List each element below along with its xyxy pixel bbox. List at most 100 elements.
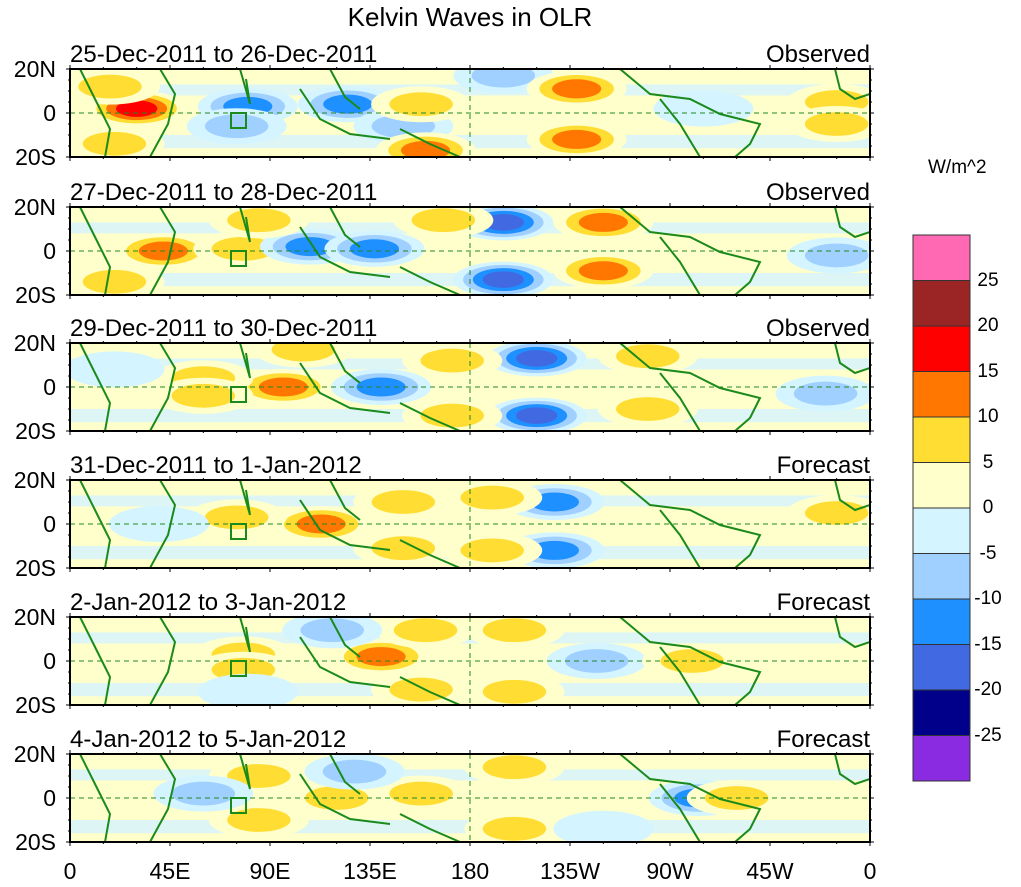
anomaly-contour: [204, 505, 269, 530]
panel-period-label: 27-Dec-2011 to 28-Dec-2011: [70, 179, 378, 206]
y-tick-label: 0: [43, 238, 56, 264]
anomaly-contour: [296, 514, 346, 534]
coastline: [399, 266, 461, 295]
coastline: [619, 754, 762, 842]
colorbar-tick-label: -15: [974, 633, 1002, 655]
y-tick-label: 20N: [13, 56, 56, 82]
anomaly-contour: [804, 501, 869, 525]
coastline: [619, 69, 762, 157]
coastline: [329, 617, 361, 658]
x-tick-label: 45E: [149, 858, 191, 884]
y-tick-label: 20S: [15, 418, 56, 444]
coastline: [659, 98, 701, 157]
y-tick-label: 0: [43, 100, 56, 126]
map-panel: [66, 476, 874, 572]
y-tick-label: 20N: [13, 194, 56, 220]
x-tick-label: 0: [863, 858, 877, 884]
x-tick-label: 90E: [249, 858, 291, 884]
anomaly-contour: [616, 344, 680, 369]
anomaly-contour: [578, 261, 628, 281]
anomaly-contour: [804, 112, 869, 136]
region-box: [230, 660, 247, 677]
coastline: [659, 372, 701, 431]
coastline: [329, 69, 361, 110]
coastline: [239, 480, 251, 516]
colorbar-tick-label: 5: [982, 451, 994, 473]
colorbar-segment: [912, 735, 971, 782]
coastline: [834, 754, 870, 786]
region-box: [230, 112, 247, 129]
panel-period-label: 31-Dec-2011 to 1-Jan-2012: [70, 452, 362, 479]
anomaly-contour: [227, 764, 291, 788]
y-tick-label: 20S: [15, 692, 56, 718]
anomaly-contour: [552, 129, 602, 149]
colorbar-segment: [912, 371, 971, 418]
x-tick-label: 45W: [746, 858, 794, 884]
colorbar-tick-label: -20: [974, 679, 1002, 700]
anomaly-contour: [471, 69, 536, 88]
anomaly-contour: [482, 755, 547, 780]
anomaly-contour: [804, 243, 869, 268]
coastline: [659, 236, 701, 295]
region-box: [230, 386, 247, 403]
panel-period-label: 25-Dec-2011 to 26-Dec-2011: [70, 41, 378, 68]
panel-kind-label: Forecast: [776, 726, 870, 753]
anomaly-contour: [393, 618, 458, 643]
x-tick-label: 0: [63, 858, 77, 884]
coastline: [834, 480, 870, 512]
y-tick-label: 0: [43, 511, 56, 537]
y-tick-label: 20S: [15, 829, 56, 855]
colorbar-tick-label: -10: [974, 588, 1002, 609]
anomaly-contour: [482, 618, 547, 643]
coastline: [239, 754, 251, 790]
y-tick-label: 20S: [15, 282, 56, 308]
coastline: [619, 207, 762, 295]
map-panel: [66, 613, 874, 709]
anomaly-contour: [411, 208, 476, 233]
colorbar-tick-label: 0: [982, 497, 994, 518]
coastline: [79, 343, 112, 431]
anomaly-contour: [616, 397, 680, 421]
x-tick-label: 135E: [343, 858, 397, 884]
anomaly-contour: [323, 94, 373, 114]
y-tick-label: 0: [43, 785, 56, 811]
anomaly-contour: [420, 403, 484, 428]
anomaly-contour: [553, 810, 654, 842]
colorbar-segment: [912, 325, 971, 372]
coastline: [329, 480, 361, 521]
coastline: [834, 343, 870, 375]
coastline: [79, 754, 112, 842]
anomaly-contour: [482, 679, 547, 704]
anomaly-contour: [793, 381, 858, 406]
y-tick-label: 0: [43, 648, 56, 674]
coastline: [834, 207, 870, 239]
colorbar-segment: [912, 234, 971, 281]
coastline: [399, 676, 461, 705]
y-tick-label: 20S: [15, 144, 56, 170]
anomaly-contour: [529, 540, 579, 560]
anomaly-contour: [460, 538, 524, 563]
y-tick-label: 20N: [13, 741, 56, 767]
coastline: [79, 480, 112, 568]
anomaly-contour: [70, 351, 165, 388]
anomaly-contour: [258, 377, 308, 397]
colorbar-segment: [912, 553, 971, 600]
anomaly-contour: [420, 348, 484, 373]
x-tick-label: 90W: [646, 858, 694, 884]
coastline: [239, 69, 251, 105]
anomaly-contour: [356, 377, 406, 397]
colorbar-segment: [912, 507, 971, 554]
coastline: [399, 813, 461, 842]
panel-kind-label: Forecast: [776, 452, 870, 479]
y-tick-label: 20N: [13, 330, 56, 356]
coastline: [239, 617, 251, 653]
colorbar-tick-label: 25: [977, 269, 999, 291]
coastline: [299, 773, 391, 825]
colorbar-tick-label: -25: [974, 724, 1002, 746]
colorbar-tick-label: 10: [977, 406, 999, 427]
anomaly-contour: [482, 816, 547, 841]
y-tick-label: 20N: [13, 604, 56, 630]
coastline: [329, 343, 361, 384]
anomaly-contour: [322, 759, 387, 784]
